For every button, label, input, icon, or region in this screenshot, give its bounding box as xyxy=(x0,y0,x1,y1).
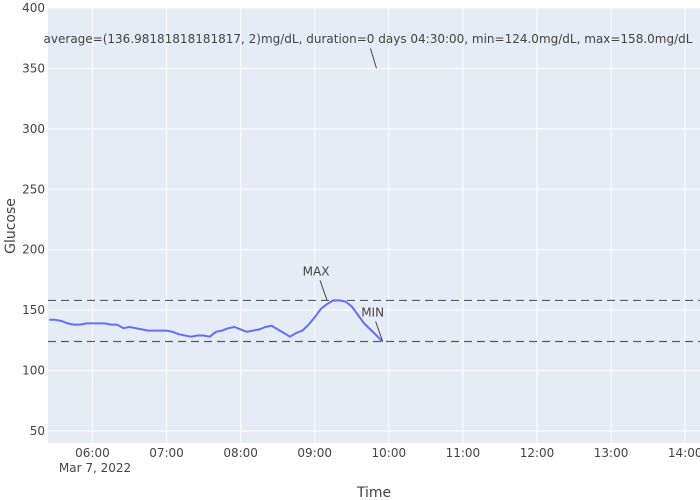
y-tick-label: 200 xyxy=(22,243,45,257)
glucose-series-line xyxy=(49,299,384,343)
x-tick-label: 08:00 xyxy=(223,446,258,460)
x-tick-label: 12:00 xyxy=(520,446,555,460)
y-tick-label: 350 xyxy=(22,61,45,75)
plot-background xyxy=(48,8,700,443)
gridlines xyxy=(48,7,700,443)
x-tick-labels: 06:00 07:00 08:00 09:00 10:00 11:00 12:00 13:00… xyxy=(75,446,700,460)
min-annotation-arrow xyxy=(375,321,384,342)
x-tick-label: 06:00 xyxy=(75,446,110,460)
y-tick-label: 300 xyxy=(22,122,45,136)
x-tick-label: 11:00 xyxy=(446,446,481,460)
summary-annotation-arrow xyxy=(369,48,377,69)
x-tick-label: 09:00 xyxy=(297,446,332,460)
y-tick-label: 400 xyxy=(22,1,45,15)
y-axis-title: Glucose xyxy=(3,198,19,254)
series-group xyxy=(49,299,384,343)
annotations: average=(136.98181818181817, 2)mg/dL, du… xyxy=(44,32,693,342)
reference-lines xyxy=(48,299,700,343)
max-annotation-arrow xyxy=(319,280,328,301)
summary-annotation: average=(136.98181818181817, 2)mg/dL, du… xyxy=(44,32,693,46)
x-tick-label: 07:00 xyxy=(149,446,184,460)
x-axis-title: Time xyxy=(356,485,391,500)
y-tick-label: 50 xyxy=(30,424,45,438)
min-annotation: MIN xyxy=(361,306,384,320)
y-tick-label: 150 xyxy=(22,303,45,317)
max-annotation: MAX xyxy=(303,264,330,278)
x-tick-label: 10:00 xyxy=(372,446,407,460)
y-tick-label: 250 xyxy=(22,182,45,196)
y-tick-labels: 50 100 150 200 250 300 350 400 xyxy=(22,1,45,438)
x-tick-label: 13:00 xyxy=(594,446,629,460)
x-tick-label: 14:00 xyxy=(668,446,700,460)
date-label: Mar 7, 2022 xyxy=(59,461,131,475)
y-tick-label: 100 xyxy=(22,364,45,378)
